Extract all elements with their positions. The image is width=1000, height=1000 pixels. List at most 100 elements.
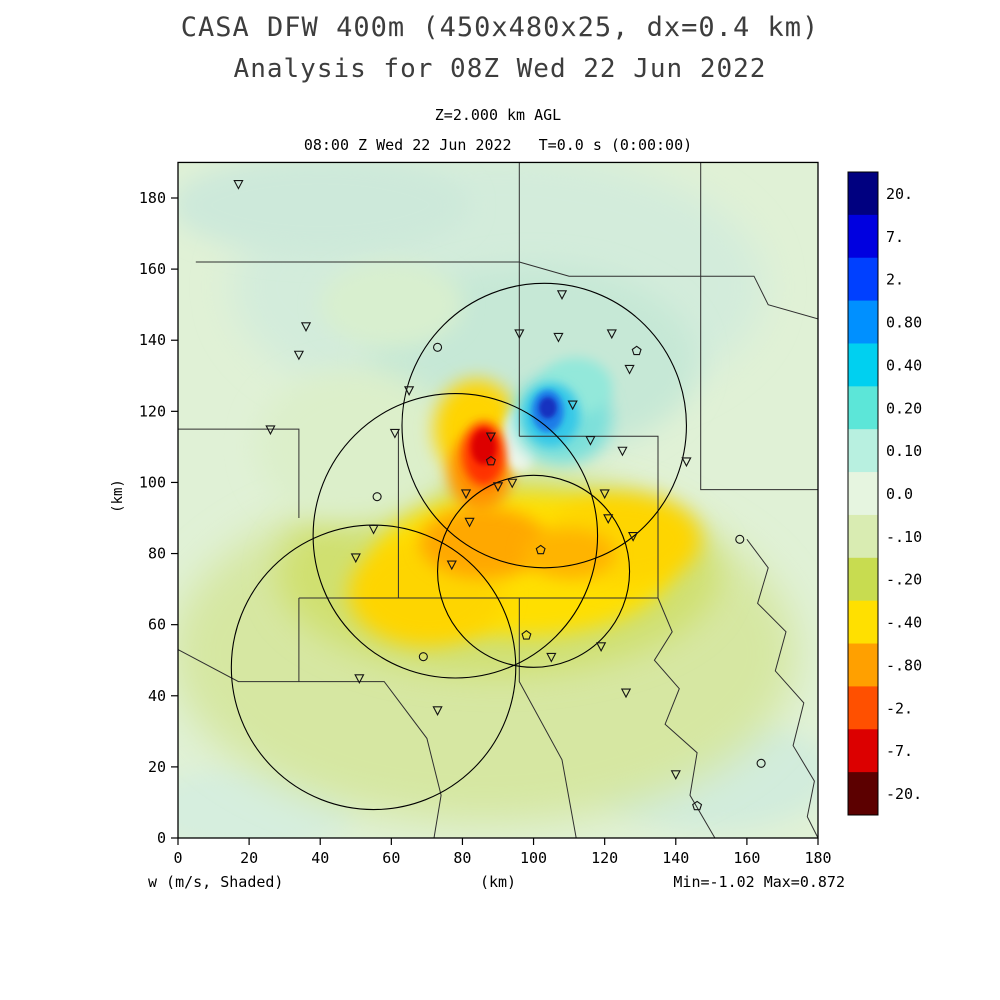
station-marker-triangle xyxy=(404,386,415,396)
station-marker-triangle xyxy=(606,329,617,340)
x-tick-label: 40 xyxy=(311,849,329,867)
station-marker-pentagon xyxy=(535,544,546,555)
colorbar-block xyxy=(848,172,878,216)
county-line xyxy=(178,428,300,518)
station-marker-triangle xyxy=(446,560,457,571)
page-title: CASA DFW 400m (450x480x25, dx=0.4 km) xyxy=(180,12,820,43)
station-marker-triangle xyxy=(670,770,681,780)
field-blob xyxy=(522,528,616,579)
colorbar-label: 0.0 xyxy=(886,485,913,503)
y-tick-label: 80 xyxy=(148,545,166,563)
colorbar-label: 0.40 xyxy=(886,356,922,374)
y-tick-label: 40 xyxy=(148,687,166,705)
field-blob xyxy=(538,397,557,419)
station-marker-pentagon xyxy=(521,630,532,640)
axes: 0 20 40 60 80 100 120 140 160 180 0 20 40 60 80 100 120 1… xyxy=(139,189,832,867)
station-marker-circle xyxy=(418,652,428,662)
station-marker-triangle xyxy=(492,482,504,492)
colorbar-label: -7. xyxy=(886,742,913,760)
x-tick-label: 20 xyxy=(240,849,258,867)
field-blob xyxy=(320,262,463,348)
station-marker-triangle xyxy=(514,329,525,340)
field-label: w (m/s, Shaded) xyxy=(148,873,284,891)
station-marker-triangle xyxy=(485,432,496,443)
colorbar-label: 7. xyxy=(886,228,904,246)
station-marker-triangle xyxy=(389,428,400,439)
colorbar-label: -.20 xyxy=(886,571,922,589)
station-marker-triangle xyxy=(354,674,365,684)
colorbar-label: -.40 xyxy=(886,614,922,632)
county-boundaries xyxy=(178,162,818,838)
station-marker-triangle xyxy=(681,457,692,468)
y-tick-label: 20 xyxy=(148,758,166,776)
station-marker-triangle xyxy=(596,642,607,652)
station-marker-triangle xyxy=(553,332,564,343)
station-marker-triangle xyxy=(350,553,361,564)
x-tick-label: 80 xyxy=(453,849,471,867)
colorbar: 20. 7. 2. 0.80 0.40 0.20 0.10 0.0 -.10 -.20 -.40 -.… xyxy=(847,171,922,816)
colorbar-block xyxy=(848,729,878,773)
y-tick-label: 120 xyxy=(139,402,166,420)
station-marker-circle xyxy=(756,758,766,768)
county-line xyxy=(700,276,818,491)
colorbar-label: 0.20 xyxy=(886,399,922,417)
colorbar-label: -2. xyxy=(886,699,913,717)
station-marker-triangle xyxy=(300,322,312,332)
station-marker-pentagon xyxy=(692,800,703,811)
station-marker-circle xyxy=(735,534,745,544)
colorbar-block xyxy=(848,514,878,559)
colorbar-block xyxy=(848,214,878,259)
colorbar-block xyxy=(848,429,878,473)
minmax-label: Min=-1.02 Max=0.872 xyxy=(673,873,845,891)
y-tick-label: 100 xyxy=(139,473,166,491)
y-tick-label: 180 xyxy=(139,189,166,207)
level-label: Z=2.000 km AGL xyxy=(434,106,562,124)
field-shading xyxy=(178,162,818,838)
plot-frame xyxy=(177,161,819,839)
colorbar-label: -.10 xyxy=(886,528,922,546)
colorbar-label: 20. xyxy=(886,185,913,203)
station-marker-triangle xyxy=(599,489,610,500)
page-subtitle: Analysis for 08Z Wed 22 Jun 2022 xyxy=(233,54,767,84)
station-marker-triangle xyxy=(567,400,578,411)
colorbar-label: 2. xyxy=(886,271,904,289)
x-tick-label: 140 xyxy=(662,849,689,867)
station-marker-triangle xyxy=(546,652,557,663)
station-marker-pentagon xyxy=(485,455,496,466)
county-line xyxy=(653,597,716,838)
colorbar-block xyxy=(848,643,878,687)
station-marker-pentagon xyxy=(631,345,642,356)
colorbar-label: -.80 xyxy=(886,656,922,674)
y-tick-label: 0 xyxy=(157,829,166,847)
colorbar-label: -20. xyxy=(886,785,922,803)
colorbar-block xyxy=(848,472,878,516)
county-line xyxy=(746,539,818,838)
station-marker-triangle xyxy=(368,524,379,535)
y-tick-label: 140 xyxy=(139,331,166,349)
range-circle xyxy=(437,474,631,668)
range-circle xyxy=(312,393,599,679)
y-tick-label: 160 xyxy=(139,260,166,278)
station-marker-triangle xyxy=(620,688,632,699)
station-marker-triangle xyxy=(628,532,639,542)
station-marker-triangle xyxy=(603,514,614,524)
station-marker-circle xyxy=(372,492,382,502)
field-blob xyxy=(471,429,497,465)
x-tick-label: 160 xyxy=(733,849,760,867)
range-circle xyxy=(401,282,687,569)
county-line xyxy=(519,261,701,277)
county-line xyxy=(700,275,818,320)
colorbar-block xyxy=(848,772,878,816)
colorbar-frame xyxy=(847,171,879,816)
x-tick-label: 120 xyxy=(591,849,618,867)
colorbar-block xyxy=(848,300,878,344)
colorbar-block xyxy=(848,557,878,602)
x-axis-label: (km) xyxy=(479,873,517,891)
x-tick-label: 100 xyxy=(520,849,547,867)
field-blob xyxy=(178,162,470,255)
station-marker-triangle xyxy=(617,446,628,457)
station-marker-circle xyxy=(433,342,443,352)
colorbar-block xyxy=(848,343,878,387)
x-tick-label: 0 xyxy=(173,849,182,867)
